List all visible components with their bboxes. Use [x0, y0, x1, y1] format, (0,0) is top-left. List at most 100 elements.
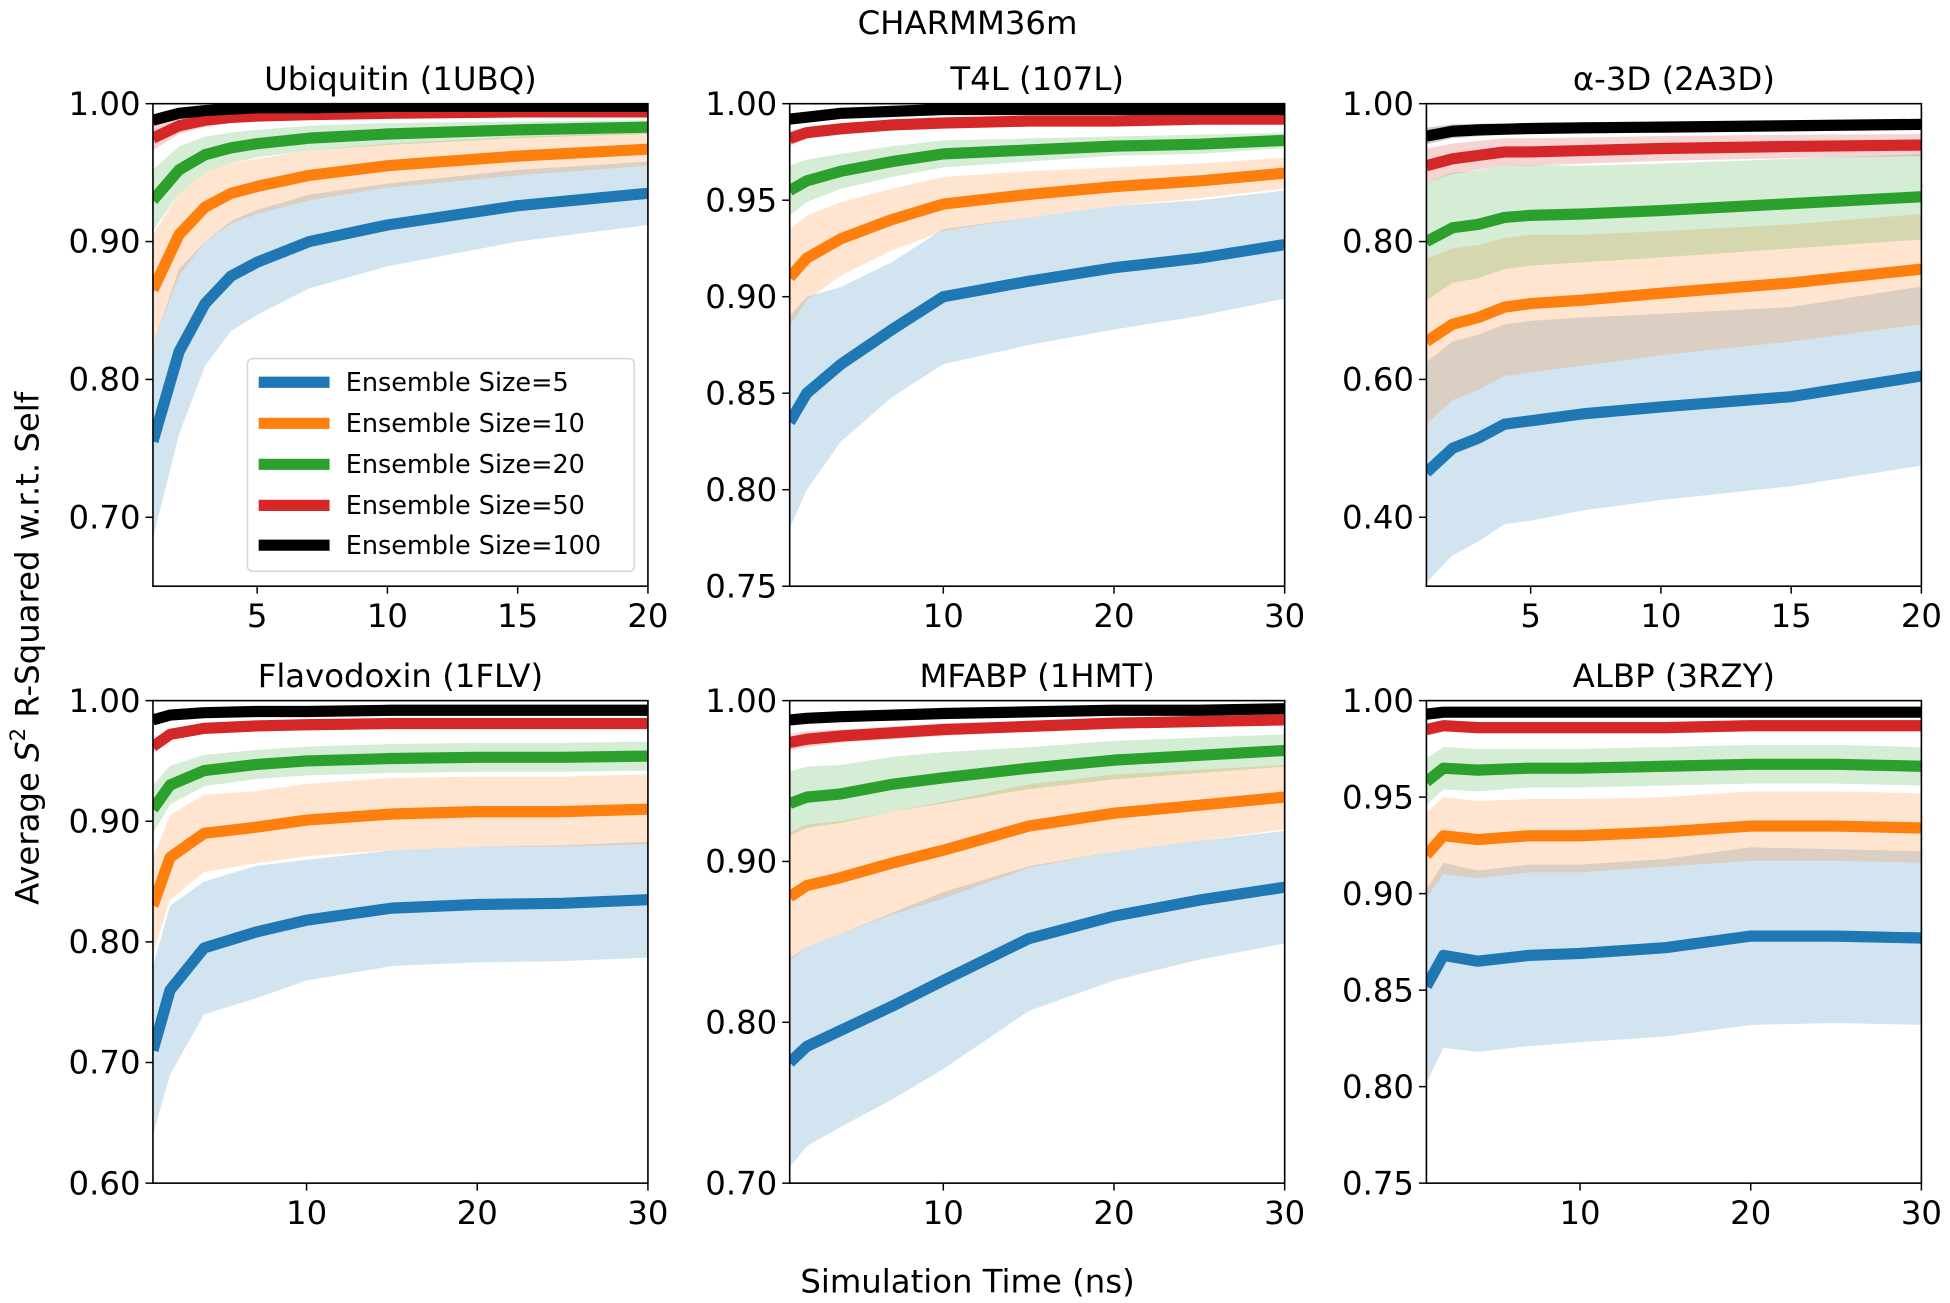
y-tick-label: 0.95 [705, 181, 777, 219]
axes-frame [152, 102, 649, 588]
x-tick-label: 15 [1771, 597, 1812, 635]
y-tick-label: 0.95 [1342, 778, 1414, 816]
series-line [1426, 370, 1922, 477]
y-tick-label: 1.00 [69, 682, 141, 720]
y-tick-label: 0.85 [705, 374, 777, 412]
spread-band [1426, 213, 1922, 425]
y-tick-label: 0.70 [705, 1164, 777, 1202]
y-axis-label-suffix: R-Squared w.r.t. Self [9, 391, 47, 728]
series-line [789, 113, 1285, 144]
series-line [152, 103, 648, 126]
plot-area [152, 103, 648, 538]
legend-entry: Ensemble Size=100 [258, 531, 601, 561]
plot-area [789, 703, 1285, 1168]
figure-title: CHARMM36m [858, 4, 1078, 42]
x-tick-label: 20 [627, 597, 668, 635]
subplot: Ubiquitin (1UBQ) 5 10 15 20 0.70 0.80 0.90 1.00 [69, 60, 669, 635]
spread-band [152, 120, 648, 231]
x-tick-label: 30 [1264, 1194, 1305, 1232]
legend-entry: Ensemble Size=20 [258, 450, 585, 480]
series-line [1426, 720, 1922, 736]
x-tick-label: 10 [367, 597, 408, 635]
series-line [1426, 118, 1922, 142]
x-tick-label: 30 [1901, 1194, 1942, 1232]
x-tick-label: 30 [627, 1194, 668, 1232]
x-tick-label: 20 [1093, 1194, 1134, 1232]
x-tick-label: 20 [1730, 1194, 1771, 1232]
y-axis-label-sup: 2 [5, 728, 30, 741]
legend-entry: Ensemble Size=10 [258, 409, 585, 439]
series-line [152, 894, 648, 1052]
subplot-title: α-3D (2A3D) [1573, 60, 1775, 98]
series-line [1426, 191, 1922, 247]
x-tick-label: 20 [457, 1194, 498, 1232]
plot-area [1426, 706, 1922, 1083]
x-tick-label: 10 [923, 1194, 964, 1232]
legend-entry: Ensemble Size=50 [258, 491, 585, 521]
y-tick-label: 0.80 [1342, 1068, 1414, 1106]
legend-label: Ensemble Size=10 [346, 409, 585, 439]
legend-label: Ensemble Size=50 [346, 491, 585, 521]
axes-frame [1425, 699, 1923, 1184]
x-tick-label: 5 [1520, 597, 1541, 635]
spread-band [1426, 847, 1922, 1083]
x-tick-label: 20 [1093, 597, 1134, 635]
series-line [789, 714, 1285, 748]
y-tick-label: 1.00 [1342, 85, 1414, 123]
series-line [152, 121, 648, 204]
legend-label: Ensemble Size=20 [346, 450, 585, 480]
series-line [1426, 820, 1922, 859]
y-tick-label: 0.40 [1342, 498, 1414, 536]
spread-band [1426, 286, 1922, 583]
series-line [789, 881, 1285, 1067]
x-tick-label: 10 [1640, 597, 1681, 635]
series-line [789, 239, 1285, 425]
y-tick-label: 0.75 [705, 567, 777, 605]
y-tick-label: 0.80 [69, 361, 141, 399]
axes-frame [788, 699, 1286, 1184]
subplot: Flavodoxin (1FLV) 10 20 30 0.60 0.70 0.80 0.90 1… [69, 657, 669, 1232]
axes-frame [1425, 102, 1923, 588]
x-tick-label: 5 [247, 597, 268, 635]
series-line [789, 134, 1285, 196]
legend-label: Ensemble Size=100 [346, 531, 601, 561]
y-tick-label: 0.70 [69, 1044, 141, 1082]
spread-band [789, 830, 1285, 1168]
series-line [789, 703, 1285, 726]
y-axis-label-prefix: Average [9, 762, 47, 905]
y-tick-label: 0.60 [1342, 361, 1414, 399]
subplot-title: ALBP (3RZY) [1573, 657, 1775, 695]
y-axis-label: Average S2 R-Squared w.r.t. Self [5, 391, 47, 905]
series-line [152, 704, 648, 726]
series-line [789, 167, 1285, 282]
series-line [152, 106, 648, 144]
x-tick-label: 10 [286, 1194, 327, 1232]
y-tick-label: 0.90 [69, 802, 141, 840]
subplot-title: T4L (107L) [949, 60, 1124, 98]
y-tick-label: 0.80 [69, 923, 141, 961]
series-line [1426, 758, 1922, 787]
spread-band [789, 157, 1285, 326]
series-line [1426, 139, 1922, 172]
x-tick-label: 15 [497, 597, 538, 635]
y-tick-label: 0.70 [69, 498, 141, 536]
subplot: MFABP (1HMT) 10 20 30 0.70 0.80 0.90 1.00 [705, 657, 1305, 1232]
legend-entry: Ensemble Size=5 [258, 368, 569, 398]
series-line [152, 143, 648, 293]
y-tick-label: 1.00 [69, 85, 141, 123]
series-line [789, 103, 1285, 125]
y-tick-label: 0.85 [1342, 971, 1414, 1009]
series-line [1426, 930, 1922, 989]
legend-label: Ensemble Size=5 [346, 368, 569, 398]
subplot: ALBP (3RZY) 10 20 30 0.75 0.80 0.85 0.90 0.95 1.0… [1342, 657, 1942, 1232]
subplots: Ubiquitin (1UBQ)5 10 15 200.700.800.901.00T… [69, 60, 1942, 1232]
subplot: T4L (107L) 10 20 30 0.75 0.80 0.85 0.90 0.95 1.00 [705, 60, 1305, 635]
x-axis-label: Simulation Time (ns) [800, 1263, 1134, 1301]
legend-frame [246, 357, 635, 573]
y-tick-label: 0.80 [705, 1003, 777, 1041]
y-tick-label: 0.90 [705, 278, 777, 316]
series-line [152, 750, 648, 813]
spread-band [1426, 154, 1922, 301]
y-axis-label-symbol: S [9, 741, 47, 762]
